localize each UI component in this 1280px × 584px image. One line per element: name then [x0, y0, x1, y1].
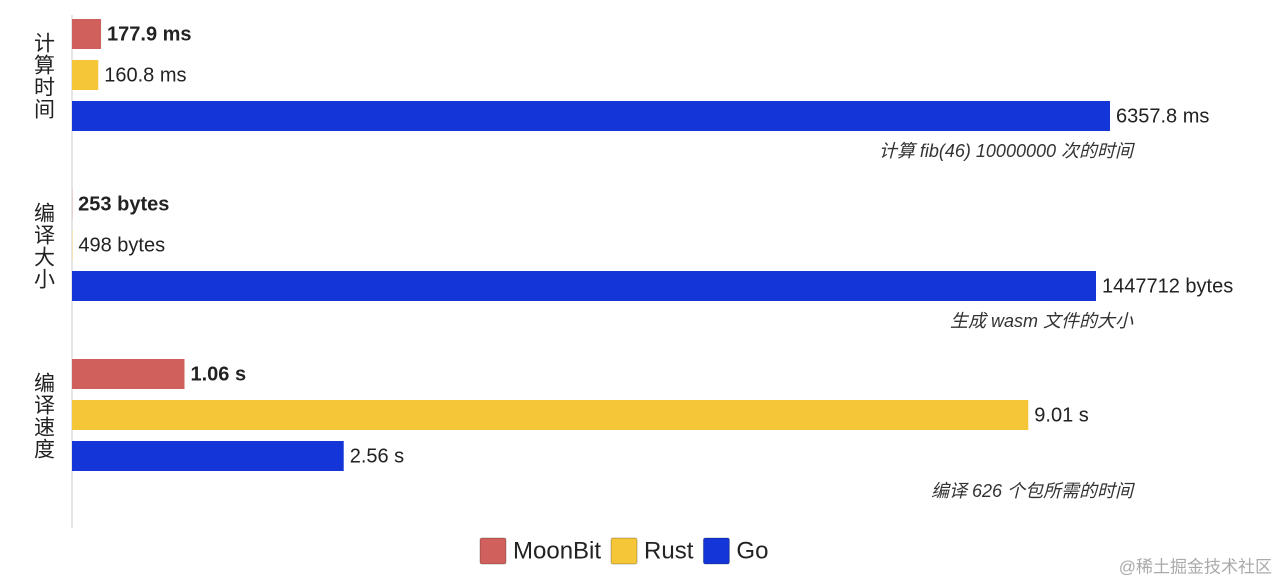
group-label: 编译速度 [31, 372, 55, 460]
bar [72, 271, 1097, 301]
value-label: 9.01 s [1034, 404, 1088, 426]
value-label: 253 bytes [78, 193, 169, 215]
value-label: 177.9 ms [107, 23, 192, 45]
legend-swatch [702, 537, 730, 565]
value-label: 6357.8 ms [1116, 105, 1209, 127]
group-label: 编译大小 [31, 202, 55, 290]
bar [72, 19, 102, 49]
value-label: 498 bytes [78, 234, 165, 256]
group-note: 生成 wasm 文件的大小 [950, 311, 1134, 331]
watermark: @稀土掘金技术社区 [1119, 557, 1272, 576]
legend-label: MoonBit [513, 537, 601, 564]
legend-swatch [479, 537, 507, 565]
group-note: 计算 fib(46) 10000000 次的时间 [879, 141, 1135, 161]
value-label: 160.8 ms [104, 64, 186, 86]
group-label: 计算时间 [31, 32, 55, 120]
bar [72, 400, 1029, 430]
bar [72, 441, 344, 471]
value-label: 2.56 s [350, 445, 404, 467]
legend-label: Go [736, 537, 768, 564]
group-note: 编译 626 个包所需的时间 [931, 481, 1135, 501]
value-label: 1447712 bytes [1102, 275, 1233, 297]
bar [72, 101, 1110, 131]
legend-swatch [610, 537, 638, 565]
legend-label: Rust [644, 537, 694, 564]
value-label: 1.06 s [191, 363, 247, 385]
bar [72, 359, 185, 389]
bar [72, 60, 99, 90]
